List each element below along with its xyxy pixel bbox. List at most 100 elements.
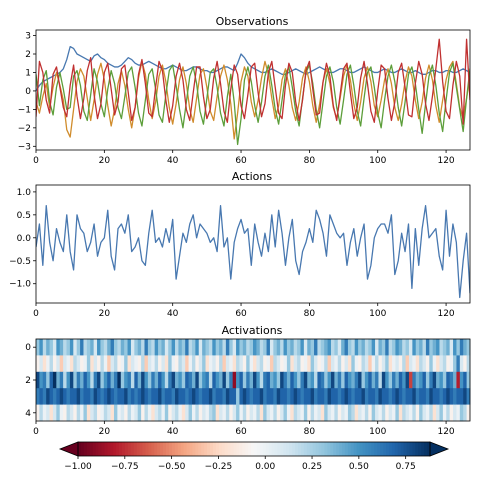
colorbar-segment (292, 442, 296, 456)
heatmap-cell (402, 339, 406, 356)
heatmap-cell (151, 339, 156, 356)
heatmap-cell (59, 339, 64, 356)
heatmap-cell (449, 388, 454, 405)
heatmap-cell (164, 355, 169, 373)
heatmap-cell (42, 404, 47, 422)
heatmap-cell (185, 355, 189, 373)
heatmap-cell (39, 404, 44, 422)
heatmap-cell (358, 388, 362, 405)
heatmap-cell (134, 371, 139, 389)
colorbar-segment (324, 442, 328, 456)
heatmap-cell (425, 404, 430, 422)
heatmap-cell (83, 404, 88, 422)
heatmap-cell (425, 371, 430, 389)
heatmap-cell (36, 371, 40, 389)
heatmap-cell (110, 404, 115, 422)
heatmap-cell (124, 339, 128, 356)
heatmap-cell (347, 404, 352, 422)
heatmap-cell (361, 339, 366, 356)
heatmap-cell (202, 404, 206, 422)
heatmap-cell (80, 404, 84, 422)
actions-ytick-label: 1.0 (17, 188, 32, 198)
heatmap-cell (432, 371, 437, 389)
heatmap-cell (354, 355, 359, 373)
colorbar-segment (151, 442, 155, 456)
heatmap-cell (198, 339, 203, 356)
heatmap-cell (330, 355, 335, 373)
heatmap-cell (412, 355, 417, 373)
heatmap-cell (188, 388, 193, 405)
actions-xtick-label: 60 (235, 309, 247, 319)
heatmap-cell (83, 371, 88, 389)
heatmap-cell (449, 404, 454, 422)
heatmap-cell (310, 355, 315, 373)
colorbar-segment (383, 442, 387, 456)
heatmap-cell (314, 404, 318, 422)
heatmap-cell (415, 355, 420, 373)
heatmap-cell (429, 371, 434, 389)
heatmap-cell (117, 339, 122, 356)
heatmap-cell (290, 339, 295, 356)
heatmap-cell (422, 388, 427, 405)
heatmap-cell (130, 388, 135, 405)
colorbar-segment (215, 442, 220, 456)
heatmap-cell (195, 371, 200, 389)
colorbar-segment (195, 442, 199, 456)
heatmap-cell (358, 404, 362, 422)
heatmap-cell (297, 339, 301, 356)
heatmap-cell (266, 339, 271, 356)
heatmap-cell (175, 404, 179, 422)
heatmap-cell (161, 355, 166, 373)
heatmap-cell (198, 388, 203, 405)
heatmap-cell (225, 355, 230, 373)
colorbar-segment (251, 442, 255, 456)
heatmap-cell (86, 339, 91, 356)
colorbar-segment (298, 442, 302, 456)
heatmap-cell (371, 339, 376, 356)
colorbar-segment (180, 442, 184, 456)
colorbar-segment (391, 442, 396, 456)
colorbar-segment (86, 442, 91, 456)
colorbar-segment (210, 442, 214, 456)
heatmap-cell (222, 371, 227, 389)
heatmap-cell (56, 404, 61, 422)
heatmap-cell (158, 388, 162, 405)
heatmap-cell (124, 355, 128, 373)
heatmap-cell (456, 388, 461, 405)
colorbar-segment (388, 442, 393, 456)
heatmap-cell (239, 388, 244, 405)
heatmap-cell (442, 388, 447, 405)
heatmap-cell (449, 355, 454, 373)
heatmap-cell (361, 404, 366, 422)
heatmap-cell (276, 404, 281, 422)
heatmap-cell (73, 388, 78, 405)
observations-xtick-label: 100 (369, 156, 386, 166)
heatmap-cell (341, 404, 345, 422)
heatmap-cell (415, 371, 420, 389)
heatmap-cell (205, 404, 210, 422)
heatmap-cell (466, 371, 471, 389)
heatmap-cell (130, 355, 135, 373)
heatmap-cell (164, 404, 169, 422)
actions-ytick-label: −1.0 (9, 280, 31, 290)
colorbar-segment (192, 442, 196, 456)
heatmap-cell (168, 388, 173, 405)
heatmap-cell (280, 388, 284, 405)
heatmap-cell (239, 371, 244, 389)
heatmap-cell (46, 339, 50, 356)
heatmap-cell (283, 371, 288, 389)
heatmap-cell (432, 339, 437, 356)
heatmap-cell (436, 355, 440, 373)
heatmap-cell (175, 339, 179, 356)
colorbar-segment (327, 442, 331, 456)
heatmap-cell (324, 388, 328, 405)
heatmap-cell (229, 404, 234, 422)
colorbar-segment (230, 442, 234, 456)
colorbar-segment (300, 442, 305, 456)
heatmap-cell (259, 404, 264, 422)
heatmap-cell (120, 355, 125, 373)
heatmap-cell (107, 388, 111, 405)
heatmap-cell (39, 339, 44, 356)
heatmap-cell (310, 339, 315, 356)
heatmap-cell (297, 371, 301, 389)
